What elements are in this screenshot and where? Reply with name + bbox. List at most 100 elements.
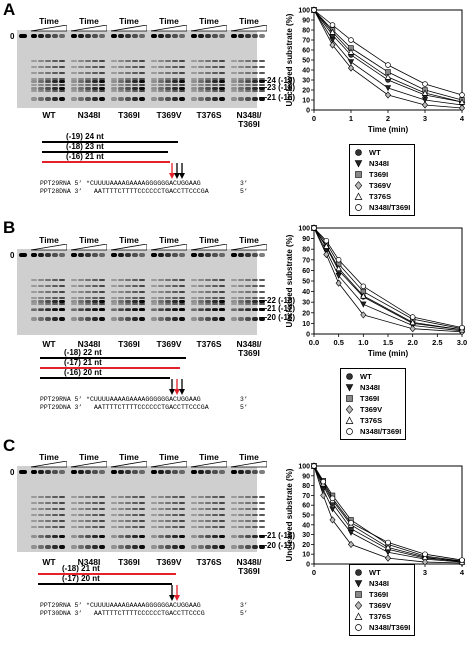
gel-band [38, 66, 44, 68]
gel-lane [219, 249, 225, 335]
gel-band [71, 285, 77, 287]
gel-band [85, 470, 91, 474]
gel-band [219, 520, 225, 522]
gel-band [198, 545, 204, 549]
gel-band [78, 72, 84, 74]
gel-band [125, 502, 131, 504]
gel-band [165, 502, 171, 504]
gel-band [139, 303, 145, 305]
gel-band [238, 34, 244, 38]
x-tick-label: 4 [460, 114, 465, 123]
gel-band [52, 545, 58, 549]
gel-band [212, 303, 218, 305]
gel-lane [118, 249, 124, 335]
gel-band [38, 285, 44, 287]
gel-lane [259, 466, 265, 552]
gel-band [158, 291, 164, 293]
gel-band [238, 97, 244, 101]
gel-band [125, 253, 131, 257]
gel-band [139, 496, 145, 498]
gel-band [31, 300, 37, 303]
gel-band [71, 535, 77, 538]
gel-band [191, 60, 197, 62]
gel-band [245, 303, 251, 305]
gel-band [231, 60, 237, 62]
gel-band [45, 87, 51, 90]
x-tick-label: 1.5 [383, 338, 393, 347]
gel-band [245, 60, 251, 62]
gel-band [231, 514, 237, 516]
gel-band [85, 291, 91, 293]
x-tick-label: 2.0 [407, 338, 417, 347]
data-point [311, 7, 317, 13]
gel-band [238, 508, 244, 510]
gel-lane [252, 249, 258, 335]
gel-band [52, 87, 58, 90]
cleavage-product-bar [40, 367, 180, 369]
gel-band [172, 80, 178, 83]
gel-band [71, 317, 77, 321]
gel-band [252, 470, 258, 474]
size-marker: —21 (-17) [259, 304, 296, 313]
y-axis-label: Uncleaved substrate (%) [285, 234, 294, 327]
gel-band [252, 87, 258, 90]
time-header: Time [159, 16, 179, 26]
gel-band [238, 90, 244, 92]
gel-band [78, 78, 84, 80]
gel-band [212, 308, 218, 311]
gel-band [99, 84, 105, 86]
gel-band [132, 520, 138, 522]
gel-band [118, 279, 124, 281]
gel-band [52, 80, 58, 83]
gel-band [92, 317, 98, 321]
y-tick-label: 0 [306, 108, 310, 115]
gel-band [132, 526, 138, 528]
gel-band [259, 97, 265, 101]
legend-entry: WT [354, 147, 410, 158]
x-tick-label: 4 [460, 568, 465, 577]
gel-band [259, 496, 265, 498]
gel-lane [78, 30, 84, 108]
gel-band [78, 520, 84, 522]
gel-band [118, 253, 124, 257]
gel-band [165, 78, 171, 80]
gel-band [92, 300, 98, 303]
gel-band [179, 308, 185, 311]
gel-band [125, 300, 131, 303]
gel-band [38, 60, 44, 62]
gel-band [191, 34, 197, 38]
gel-band [205, 297, 211, 299]
gel-band [198, 84, 204, 86]
gel-lane [191, 30, 197, 108]
gel-band [238, 78, 244, 80]
x-tick-label: 0 [312, 568, 316, 577]
gel-band [252, 535, 258, 538]
data-point [323, 237, 330, 244]
gel-band [99, 502, 105, 504]
gel-lane [252, 466, 258, 552]
lane-label: WT [42, 339, 56, 349]
gel-band [85, 34, 91, 38]
zero-lane-label: 0 [10, 468, 15, 477]
gel-band [59, 496, 65, 498]
gel-band [92, 84, 98, 86]
gel-lane [31, 30, 37, 108]
gel-band [125, 526, 131, 528]
gel-band [59, 87, 65, 90]
gel-lane [92, 30, 98, 108]
legend-entry: WT [354, 567, 410, 578]
gel-band [31, 97, 37, 101]
gel-lane [238, 466, 244, 552]
gel-lane [31, 249, 37, 335]
gel-band [118, 545, 124, 549]
gel-band [198, 502, 204, 504]
gel-band [219, 90, 225, 92]
gel-image [17, 30, 265, 108]
gel-band [259, 303, 265, 305]
y-tick-label: 0 [306, 332, 310, 339]
gel-band [219, 60, 225, 62]
gel-lane [172, 466, 178, 552]
gel-band [252, 308, 258, 311]
gel-lane [212, 30, 218, 108]
gel-band [38, 502, 44, 504]
